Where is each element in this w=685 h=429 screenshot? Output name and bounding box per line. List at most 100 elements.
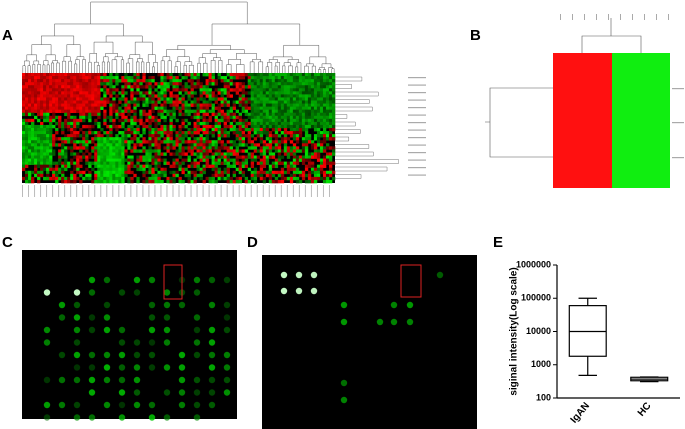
heatmap-cell xyxy=(160,104,163,107)
spot xyxy=(311,272,317,278)
heatmap-cell xyxy=(275,82,278,85)
heatmap-cell xyxy=(88,165,91,168)
heatmap-cell xyxy=(166,101,169,104)
heatmap-cell xyxy=(97,76,100,79)
spot xyxy=(296,272,302,278)
heatmap-cell xyxy=(118,165,121,168)
heatmap-cell xyxy=(121,94,124,97)
heatmap-cell xyxy=(40,79,43,82)
heatmap-cell xyxy=(145,140,148,143)
heatmap-cell xyxy=(194,110,197,113)
heatmap-cell xyxy=(179,180,182,183)
heatmap-cell xyxy=(248,107,251,110)
heatmap-cell xyxy=(212,134,215,137)
spot xyxy=(74,364,80,370)
heatmap-cell xyxy=(100,128,103,131)
dendrogram xyxy=(69,61,72,64)
heatmap-cell xyxy=(191,73,194,76)
heatmap-cell xyxy=(221,101,224,104)
heatmap-cell xyxy=(85,82,88,85)
heatmap-cell xyxy=(290,73,293,76)
heatmap-cell xyxy=(290,180,293,183)
heatmap-cell xyxy=(293,143,296,146)
heatmap-cell xyxy=(194,116,197,119)
heatmap-cell xyxy=(251,82,254,85)
heatmap-cell xyxy=(200,91,203,94)
heatmap-cell xyxy=(175,140,178,143)
heatmap-cell xyxy=(43,107,46,110)
heatmap-cell xyxy=(197,113,200,116)
heatmap-cell xyxy=(194,113,197,116)
heatmap-cell xyxy=(40,152,43,155)
heatmap-cell xyxy=(94,165,97,168)
heatmap-cell xyxy=(91,97,94,100)
heatmap-cell xyxy=(70,94,73,97)
heatmap-cell xyxy=(79,73,82,76)
heatmap-cell xyxy=(272,122,275,125)
heatmap-cell xyxy=(185,113,188,116)
heatmap-cell xyxy=(40,104,43,107)
dendrogram xyxy=(288,59,299,62)
heatmap-cell xyxy=(287,113,290,116)
heatmap-cell xyxy=(52,125,55,128)
heatmap-cell xyxy=(142,76,145,79)
heatmap-cell xyxy=(188,140,191,143)
heatmap-cell xyxy=(163,152,166,155)
heatmap-cell xyxy=(121,88,124,91)
heatmap-cell xyxy=(317,143,320,146)
heatmap-cell xyxy=(121,119,124,122)
heatmap-cell xyxy=(79,174,82,177)
heatmap-cell xyxy=(109,140,112,143)
heatmap-cell xyxy=(263,162,266,165)
heatmap-cell xyxy=(76,79,79,82)
heatmap-cell xyxy=(296,82,299,85)
heatmap-cell xyxy=(127,110,130,113)
heatmap-cell xyxy=(305,140,308,143)
heatmap-cell xyxy=(251,171,254,174)
heatmap-cell xyxy=(94,156,97,159)
heatmap-cell xyxy=(257,134,260,137)
heatmap-cell xyxy=(40,94,43,97)
heatmap-cell xyxy=(37,85,40,88)
heatmap-cell xyxy=(296,79,299,82)
heatmap-cell xyxy=(236,76,239,79)
heatmap-cell xyxy=(49,116,52,119)
y-tick-label: 10000 xyxy=(526,326,551,336)
heatmap-cell xyxy=(323,140,326,143)
heatmap-cell xyxy=(55,180,58,183)
heatmap-cell xyxy=(212,174,215,177)
heatmap-cell xyxy=(305,113,308,116)
heatmap-cell xyxy=(221,76,224,79)
heatmap-cell xyxy=(284,101,287,104)
heatmap-cell xyxy=(88,174,91,177)
heatmap-cell xyxy=(28,131,31,134)
spot xyxy=(437,272,443,278)
heatmap-cell xyxy=(82,113,85,116)
heatmap-cell xyxy=(25,104,28,107)
heatmap-cell xyxy=(218,177,221,180)
heatmap-cell xyxy=(323,162,326,165)
heatmap-cell xyxy=(52,143,55,146)
heatmap-cell xyxy=(239,97,242,100)
heatmap-cell xyxy=(239,76,242,79)
heatmap-cell xyxy=(317,119,320,122)
col-label xyxy=(608,14,609,20)
heatmap-cell xyxy=(320,76,323,79)
heatmap-cell xyxy=(299,104,302,107)
heatmap-cell xyxy=(287,94,290,97)
heatmap-cell xyxy=(239,177,242,180)
heatmap-cell xyxy=(64,146,67,149)
heatmap-cell xyxy=(263,165,266,168)
heatmap-cell xyxy=(254,171,257,174)
heatmap-cell xyxy=(100,143,103,146)
heatmap-cell xyxy=(46,85,49,88)
heatmap-cell xyxy=(130,146,133,149)
heatmap-cell xyxy=(40,110,43,113)
heatmap-cell xyxy=(251,119,254,122)
heatmap-cell xyxy=(88,107,91,110)
heatmap-cell xyxy=(28,159,31,162)
heatmap-cell xyxy=(188,113,191,116)
heatmap-cell xyxy=(139,79,142,82)
heatmap-cell xyxy=(46,162,49,165)
heatmap-cell xyxy=(233,165,236,168)
